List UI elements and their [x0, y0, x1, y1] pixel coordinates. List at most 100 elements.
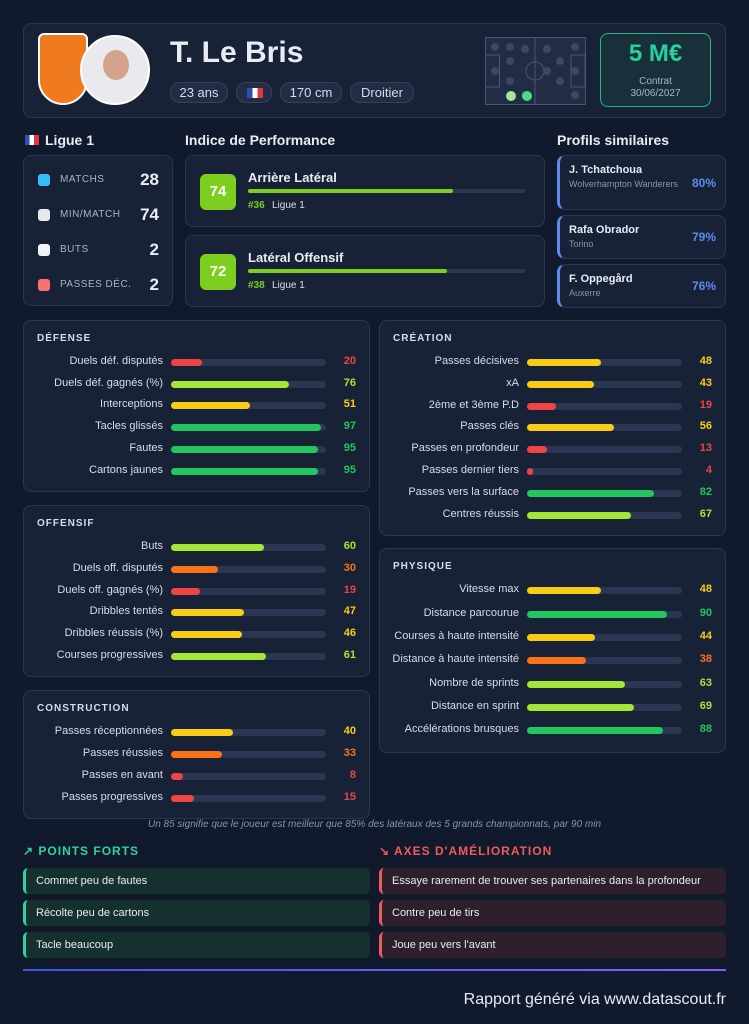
- stat-track: [527, 657, 682, 665]
- stat-label: Nombre de sprints: [429, 676, 519, 689]
- stat-value: 69: [699, 699, 712, 712]
- stat-bar: [527, 380, 594, 388]
- point-item: Commet peu de fautes: [23, 868, 370, 894]
- rank-league: Ligue 1: [272, 200, 305, 211]
- improvements-title-text: AXES D'AMÉLIORATION: [393, 844, 553, 858]
- rank: #38: [248, 280, 265, 291]
- section-title: CONSTRUCTION: [37, 703, 130, 715]
- stat-bar: [171, 751, 223, 759]
- stat-label: MATCHS: [60, 174, 105, 185]
- icon: ↘: [379, 844, 394, 858]
- stat-bar: [527, 634, 596, 641]
- score-box: 72: [200, 254, 236, 290]
- stat-bar: [527, 359, 602, 366]
- stat-label: Passes progressives: [61, 790, 164, 803]
- stat-bar: [171, 772, 184, 780]
- icon: ↗: [23, 844, 39, 858]
- stat-bar: [171, 729, 233, 737]
- stat-label: Tacles glissés: [95, 420, 163, 433]
- stat-label: Passes réceptionnées: [54, 725, 163, 738]
- score-bar: [248, 189, 453, 193]
- score-box: 74: [200, 174, 236, 210]
- stat-bar: [527, 610, 667, 618]
- stat-label: Dribbles réussis (%): [64, 627, 163, 639]
- contract-label: Contrat: [639, 76, 672, 87]
- stat-value: 67: [699, 507, 712, 520]
- stat-label: Duels déf. disputés: [69, 355, 163, 367]
- flag-tag: [236, 82, 272, 103]
- stat-bar: [171, 631, 243, 638]
- improvements-title: ↘ AXES D'AMÉLIORATION: [379, 844, 552, 858]
- stat-bar: [171, 359, 202, 366]
- stat-value: 19: [699, 398, 712, 411]
- stat-value: 95: [343, 463, 356, 476]
- role: Arrière Latéral: [248, 170, 337, 185]
- stat-bar: [527, 680, 625, 688]
- similar-match: 76%: [691, 279, 716, 293]
- stat-icon: [38, 209, 50, 221]
- stat-value: 97: [343, 420, 356, 433]
- stat-value: 74: [140, 205, 159, 224]
- stat-value: 90: [699, 606, 712, 619]
- stat-value: 44: [699, 630, 712, 642]
- stat-value: 40: [343, 725, 356, 738]
- player-face: [103, 50, 129, 80]
- stat-track: [527, 446, 682, 454]
- stat-value: 28: [140, 170, 159, 189]
- height-tag: 170 cm: [280, 82, 342, 103]
- stat-label: Distance en sprint: [430, 699, 519, 712]
- similar-name: J. Tchatchoua: [569, 164, 643, 176]
- stat-label: Centres réussis: [442, 507, 519, 520]
- stat-bar: [171, 609, 244, 617]
- flag: [247, 88, 263, 98]
- performance-title: Indice de Performance: [185, 132, 336, 148]
- stat-value: 38: [699, 653, 712, 666]
- age-tag: 23 ans: [170, 82, 228, 103]
- stat-bar: [527, 468, 534, 475]
- stat-bar: [171, 544, 264, 552]
- stat-value: 63: [699, 676, 712, 689]
- role: Latéral Offensif: [248, 250, 344, 265]
- similar-match: 80%: [691, 175, 716, 190]
- similar-card: [557, 215, 726, 259]
- section-title: DÉFENSE: [37, 333, 92, 344]
- stat-value: 76: [343, 376, 356, 389]
- stat-label: Passes vers la surface: [408, 485, 519, 498]
- stat-value: 46: [343, 627, 356, 639]
- similar-name: Rafa Obrador: [569, 224, 640, 236]
- stat-bar: [527, 511, 631, 519]
- flag: [25, 135, 39, 145]
- stat-bar: [171, 794, 195, 802]
- stat-bar: [527, 727, 664, 735]
- divider: [23, 969, 726, 971]
- stat-track: [171, 587, 326, 595]
- stat-bar: [171, 652, 266, 660]
- foot-tag: Droitier: [350, 82, 414, 103]
- point-item: Récolte peu de cartons: [23, 900, 370, 926]
- stat-track: [171, 794, 326, 802]
- stat-value: 61: [343, 648, 356, 661]
- stat-value: 60: [343, 540, 356, 553]
- stat-value: 43: [699, 376, 712, 389]
- stat-value: 33: [343, 747, 356, 760]
- similar-club: Auxerre: [569, 288, 601, 298]
- stat-label: Accélérations brusques: [404, 723, 519, 736]
- stat-label: PASSES DÉC.: [60, 279, 132, 290]
- stat-value: 56: [699, 420, 712, 433]
- stat-track: [171, 565, 326, 573]
- stat-value: 88: [699, 723, 712, 736]
- stat-label: 2ème et 3ème P.D: [428, 398, 519, 411]
- stat-value: 82: [699, 485, 712, 498]
- rank: #36: [248, 200, 265, 211]
- stat-label: MIN/MATCH: [60, 209, 121, 220]
- stat-bar: [171, 587, 201, 595]
- similar-card: [557, 155, 726, 210]
- stat-section: [379, 548, 726, 754]
- section-title: PHYSIQUE: [393, 561, 453, 573]
- point-item: Essaye rarement de trouver ses partenair…: [379, 868, 726, 894]
- stat-bar: [527, 703, 634, 711]
- similar-title: Profils similaires: [557, 132, 670, 148]
- point-item: Contre peu de tirs: [379, 900, 726, 926]
- stat-track: [171, 359, 326, 366]
- similar-match: 79%: [691, 230, 716, 244]
